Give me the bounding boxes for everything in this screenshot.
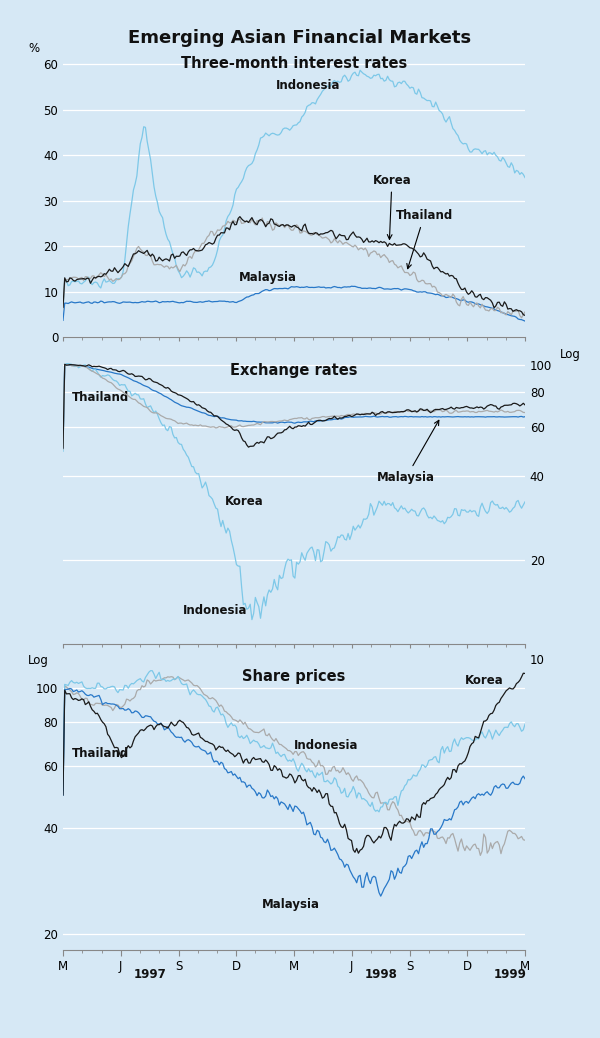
Text: Malaysia: Malaysia	[262, 898, 320, 911]
Text: Thailand: Thailand	[395, 209, 453, 269]
Text: Three-month interest rates: Three-month interest rates	[181, 56, 407, 72]
Text: 1999: 1999	[494, 967, 527, 981]
Text: Indonesia: Indonesia	[275, 79, 340, 91]
Text: 10: 10	[530, 654, 544, 667]
Text: Thailand: Thailand	[72, 747, 130, 761]
Text: Malaysia: Malaysia	[239, 271, 296, 284]
Text: Thailand: Thailand	[72, 391, 130, 404]
Text: Emerging Asian Financial Markets: Emerging Asian Financial Markets	[128, 29, 472, 47]
Text: 1997: 1997	[133, 967, 166, 981]
Text: Malaysia: Malaysia	[377, 420, 439, 484]
Text: Korea: Korea	[465, 674, 503, 686]
Text: 1998: 1998	[364, 967, 397, 981]
Text: Log: Log	[28, 654, 49, 667]
Text: Log: Log	[560, 348, 581, 361]
Text: Indonesia: Indonesia	[183, 604, 248, 617]
Text: Share prices: Share prices	[242, 668, 346, 684]
Text: Exchange rates: Exchange rates	[230, 362, 358, 378]
Text: Korea: Korea	[224, 494, 263, 508]
Text: Korea: Korea	[373, 173, 411, 240]
Text: Indonesia: Indonesia	[294, 739, 359, 752]
Text: %: %	[28, 42, 40, 55]
